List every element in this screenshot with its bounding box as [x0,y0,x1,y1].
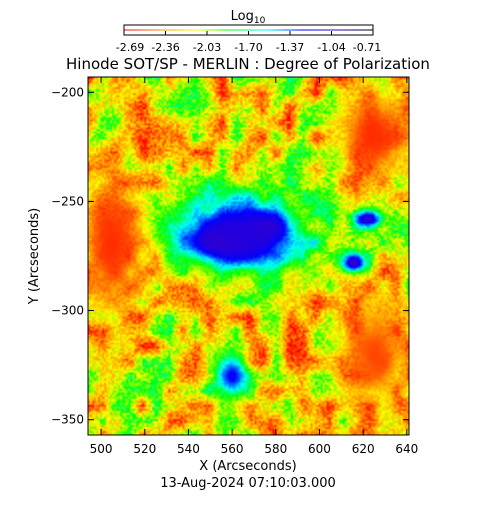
chart-title: Hinode SOT/SP - MERLIN : Degree of Polar… [66,55,430,73]
colorbar-tick-label: -2.03 [193,41,221,54]
y-tick-label: −350 [51,413,84,427]
x-tick-label: 600 [308,442,331,456]
colorbar-label: Log10 [231,9,266,26]
y-tick-label: −300 [51,304,84,318]
x-axis-label: X (Arcseconds) [199,459,296,474]
colorbar-tick-label: -1.37 [276,41,304,54]
colorbar-tick-label: -0.71 [353,41,381,54]
colorbar-label-subscript: 10 [254,16,266,26]
x-tick-label: 560 [221,442,244,456]
plot-frame [87,76,410,436]
colorbar-tick-label: -1.70 [234,41,262,54]
y-tick-label: −250 [51,194,84,208]
x-tick-label: 620 [352,442,375,456]
x-axis: 500 520 540 560 580 600 620 640 [90,77,418,456]
colorbar-tick-label: -2.69 [116,41,144,54]
polarization-map [88,77,409,435]
y-axis-label: Y (Arcseconds) [27,208,42,305]
observation-timestamp: 13-Aug-2024 07:10:03.000 [160,476,336,491]
colorbar-tick-label: -2.36 [151,41,179,54]
x-tick-label: 640 [395,442,418,456]
colorbar-gradient [124,25,373,35]
y-tick-label: −200 [51,85,84,99]
x-tick-label: 540 [177,442,200,456]
colorbar-ticks: -2.69 -2.36 -2.03 -1.70 -1.37 -1.04 -0.71 [116,31,381,54]
y-axis: −350 −300 −250 −200 [51,85,409,427]
colorbar-tick-label: -1.04 [317,41,345,54]
x-tick-label: 580 [264,442,287,456]
x-tick-label: 520 [133,442,156,456]
x-tick-label: 500 [90,442,113,456]
